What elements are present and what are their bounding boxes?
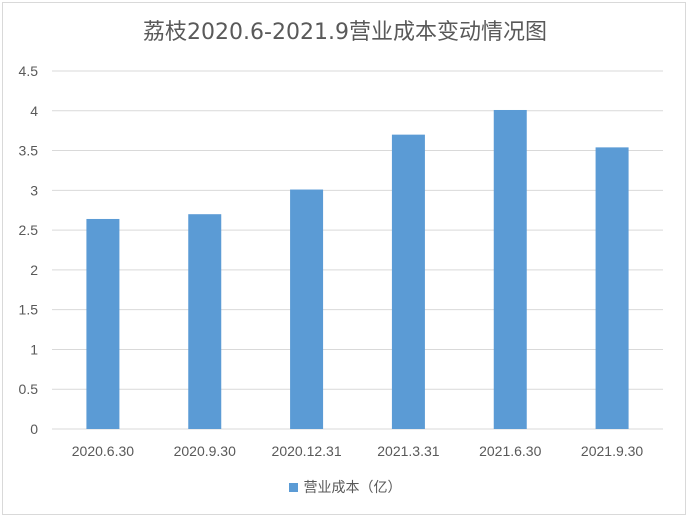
legend-swatch [288,483,298,492]
gridlines [52,70,663,430]
x-tick-label: 2021.9.30 [581,443,643,459]
legend: 营业成本（亿） [0,477,690,497]
y-tick-label: 4 [30,103,38,119]
bar-2021.9.30 [595,147,629,429]
bar-2021.3.31 [391,134,425,429]
y-tick-label: 3 [30,182,38,198]
x-tick-label: 2021.6.30 [479,443,541,459]
bars [86,109,629,429]
bar-2020.6.30 [86,218,120,429]
y-tick-label: 4.5 [19,63,39,79]
y-tick-label: 3.5 [19,143,39,159]
bar-2020.12.31 [290,189,324,429]
x-tick-label: 2020.12.31 [272,443,342,459]
x-tick-label: 2020.9.30 [174,443,236,459]
y-tick-label: 2.5 [19,222,39,238]
x-axis-ticks: 2020.6.30 2020.9.30 2020.12.31 2021.3.31 202… [72,443,644,459]
y-tick-label: 1 [30,341,38,357]
y-tick-label: 0.5 [19,381,39,397]
bar-2021.6.30 [493,109,527,429]
legend-label: 营业成本（亿） [303,480,402,496]
bar-2020.9.30 [188,214,222,429]
x-tick-label: 2021.3.31 [377,443,439,459]
y-tick-label: 2 [30,262,38,278]
y-axis-ticks: 0 0.5 1 1.5 2 2.5 3 3.5 4 4.5 [19,63,39,437]
x-tick-label: 2020.6.30 [72,443,134,459]
y-tick-label: 0 [30,421,38,437]
chart-title: 荔枝2020.6-2021.9营业成本变动情况图 [143,20,547,45]
y-tick-label: 1.5 [19,302,39,318]
